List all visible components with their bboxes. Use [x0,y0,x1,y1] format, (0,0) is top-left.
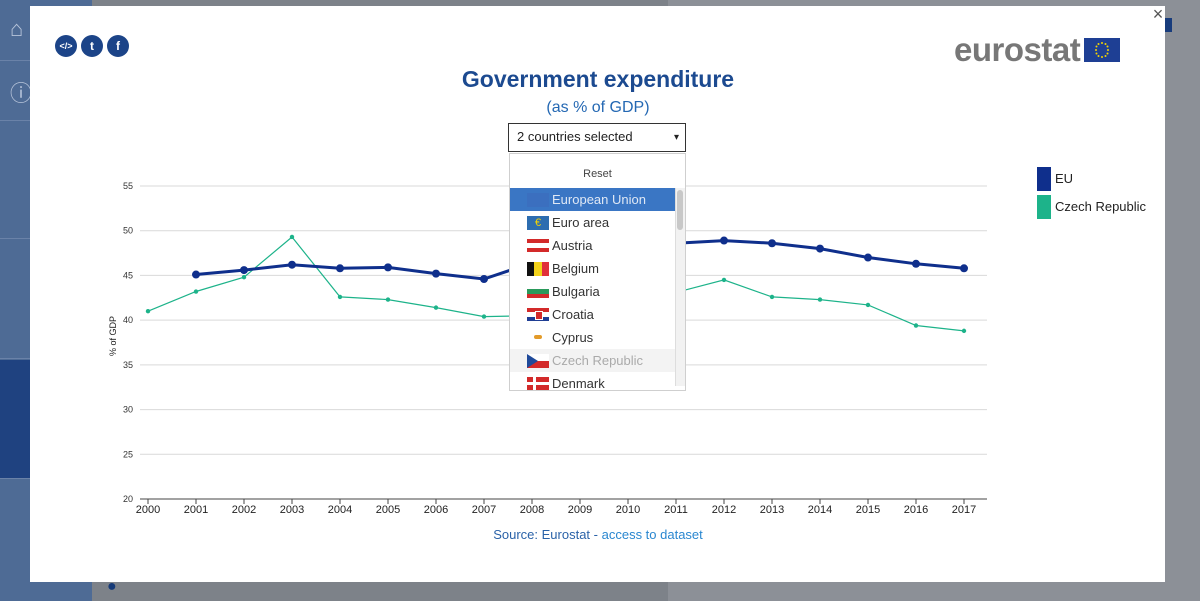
twitter-glyph: t [90,39,94,53]
country-option-label: Croatia [552,307,594,322]
country-list: European Union € Euro area Austria Belgium Bu… [510,188,685,391]
country-option-bulgaria[interactable]: Bulgaria [510,280,676,303]
logo-text: eurostat [954,31,1081,68]
chart-title: Government expenditure [461,66,735,92]
dataset-link[interactable]: access to dataset [601,527,703,542]
legend-swatch [1037,195,1051,219]
country-option-label: Belgium [552,261,599,276]
country-option-czech-republic[interactable]: Czech Republic [510,349,676,372]
country-select-value: 2 countries selected [517,129,633,144]
cy-flag-icon [527,330,549,345]
twitter-icon[interactable]: t [81,35,103,57]
source-text: Source: Eurostat - [493,527,602,542]
facebook-glyph: f [116,39,120,53]
country-option-european-union[interactable]: European Union [510,188,676,211]
country-option-euro-area[interactable]: € Euro area [510,211,676,234]
home-icon: ⌂ [10,16,24,41]
source-line: Source: Eurostat - access to dataset [300,527,896,542]
country-option-label: Bulgaria [552,284,600,299]
be-flag-icon [527,261,549,276]
dropdown-scrollbar[interactable] [675,188,685,386]
close-icon[interactable]: × [1152,4,1164,24]
dk-flag-icon [527,376,549,390]
country-option-denmark[interactable]: Denmark [510,372,676,391]
hr-flag-icon [527,307,549,322]
eurostat-logo: eurostat [954,31,1121,69]
country-select[interactable]: 2 countries selected ▾ [508,123,686,152]
country-option-label: Austria [552,238,593,253]
country-option-cyprus[interactable]: Cyprus [510,326,676,349]
person-icon: ● [107,578,117,595]
chart-subtitle: (as % of GDP) [546,99,650,116]
country-option-austria[interactable]: Austria [510,234,676,257]
country-option-label: Denmark [552,376,605,391]
reset-button[interactable]: Reset [583,168,612,180]
euro-flag-icon: € [527,215,549,230]
legend-label: EU [1055,171,1074,186]
country-option-label: European Union [552,192,646,207]
country-option-croatia[interactable]: Croatia [510,303,676,326]
at-flag-icon [527,238,549,253]
embed-icon[interactable]: </> [55,35,77,57]
country-option-label: Cyprus [552,330,594,345]
country-dropdown: Reset European Union € Euro area Austria Bel… [509,153,686,391]
eu-flag-icon [1084,38,1121,62]
legend-label: Czech Republic [1055,199,1147,214]
country-option-label: Czech Republic [552,353,644,368]
info-icon: ⓘ [10,81,33,106]
eu-flag-icon [527,192,549,207]
facebook-icon[interactable]: f [107,35,129,57]
country-option-belgium[interactable]: Belgium [510,257,676,280]
chevron-down-icon: ▾ [673,132,679,143]
cz-flag-icon [527,353,549,368]
country-option-label: Euro area [552,215,610,230]
scrollbar-thumb[interactable] [677,190,683,230]
bg-flag-icon [527,284,549,299]
embed-glyph: </> [59,41,73,51]
legend-swatch [1037,167,1051,191]
